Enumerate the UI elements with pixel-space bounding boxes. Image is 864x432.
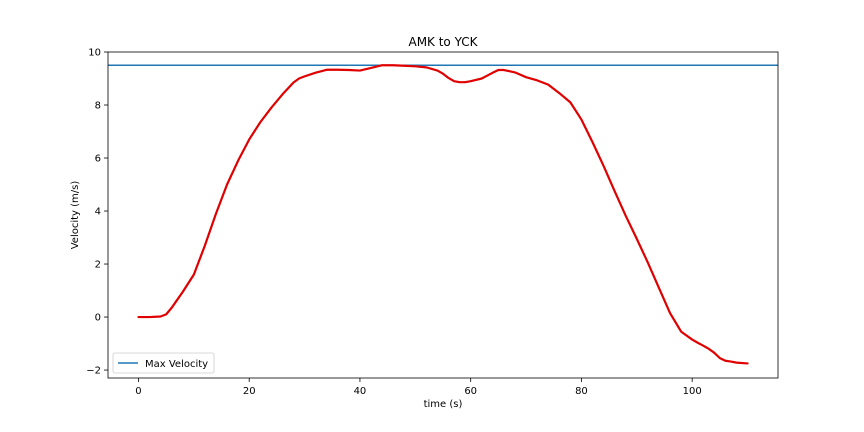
x-tick-label: 60 bbox=[464, 386, 477, 397]
legend-label-max-velocity: Max Velocity bbox=[145, 359, 208, 370]
plot-lines bbox=[108, 64, 778, 365]
x-tick-label: 0 bbox=[135, 386, 141, 397]
plot-background bbox=[108, 52, 778, 378]
x-tick-label: 80 bbox=[575, 386, 588, 397]
velocity-line bbox=[137, 64, 749, 365]
legend: Max Velocity bbox=[112, 352, 215, 374]
y-axis-ticks: −2 0 2 4 6 8 10 bbox=[86, 48, 108, 377]
x-tick-label: 40 bbox=[354, 386, 367, 397]
y-tick-label: 8 bbox=[95, 101, 101, 112]
y-tick-label: 4 bbox=[95, 207, 101, 218]
y-tick-label: −2 bbox=[86, 366, 101, 377]
y-tick-label: 0 bbox=[95, 313, 101, 324]
x-axis-ticks: 0 20 40 60 80 100 bbox=[135, 378, 702, 397]
chart-title: AMK to YCK bbox=[408, 35, 478, 49]
x-axis-label: time (s) bbox=[424, 399, 463, 410]
y-tick-label: 10 bbox=[88, 48, 101, 59]
x-tick-label: 20 bbox=[243, 386, 256, 397]
legend-box bbox=[112, 352, 215, 374]
y-tick-label: 6 bbox=[95, 154, 101, 165]
x-tick-label: 100 bbox=[683, 386, 702, 397]
y-axis-label: Velocity (m/s) bbox=[70, 181, 81, 250]
plot-frame bbox=[107, 51, 779, 379]
y-tick-label: 2 bbox=[95, 260, 101, 271]
